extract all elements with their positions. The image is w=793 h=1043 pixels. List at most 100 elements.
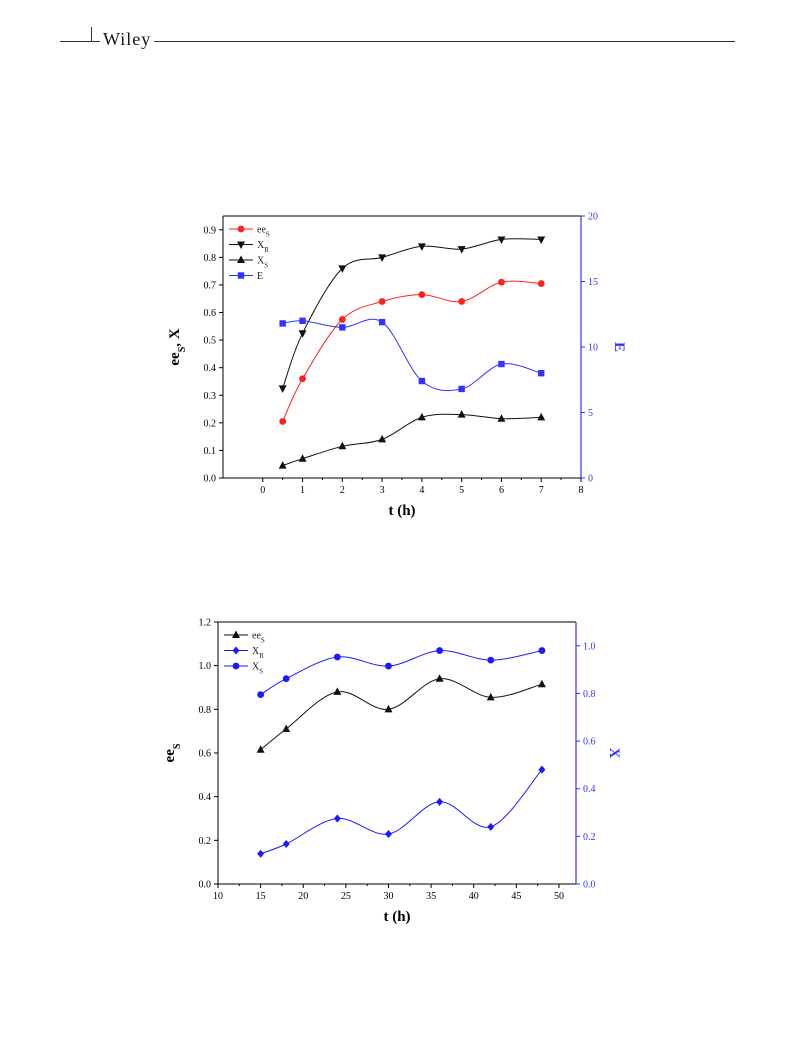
- chart1-x-tick-label: 7: [539, 485, 544, 496]
- chart2-series-1-point: [333, 814, 341, 823]
- chart2-x-tick-label: 15: [256, 891, 266, 902]
- chart2-series-1-line: [260, 769, 543, 855]
- chart1-x-tick-label: 1: [300, 485, 305, 496]
- chart2-legend-label: eeS: [252, 631, 265, 645]
- chart1-series-1-point: [457, 246, 466, 254]
- chart1-legend-marker: [237, 255, 245, 263]
- chart2-legend-marker: [232, 646, 240, 655]
- chart2-series-0-point: [282, 724, 291, 732]
- chart2-y-tick-label: 0.8: [199, 705, 212, 716]
- chart2-series-0-point: [256, 745, 265, 753]
- chart2-series-2-point: [538, 647, 546, 654]
- chart1-series-2-point: [338, 441, 347, 450]
- chart1-series-1-point: [378, 254, 387, 262]
- chart1-y2-tick-label: 0: [588, 474, 593, 485]
- chart2-x-tick-label: 35: [426, 891, 436, 902]
- chart1-x-tick-label: 2: [340, 485, 345, 496]
- chart2-series-1-point: [257, 849, 265, 858]
- chart1-legend-marker: [237, 272, 245, 279]
- publisher-logo: Wiley: [100, 29, 155, 50]
- chart2-x-tick-label: 25: [341, 891, 351, 902]
- chart1-y-tick-label: 0.0: [204, 474, 217, 485]
- chart2-y-tick-label: 1.2: [199, 618, 212, 629]
- chart1-series-2-point: [378, 434, 387, 443]
- chart2-y-tick-label: 0.4: [199, 792, 212, 803]
- chart1-series-1-point: [278, 385, 287, 393]
- chart2-series-2-point: [487, 656, 495, 664]
- chart1-series-0-point: [458, 298, 466, 305]
- chart1-x-tick-label: 4: [419, 485, 424, 496]
- chart2-series-2-point: [385, 662, 392, 670]
- chart2-y2-tick-label: 0.4: [583, 784, 596, 795]
- chart2-y2-tick-label: 0.0: [583, 880, 596, 891]
- header-rule: [60, 41, 735, 42]
- chart1-series-3-point: [339, 324, 346, 331]
- chart2-y2-tick-label: 1.0: [583, 641, 596, 652]
- chart2-y-axis-title: eeS: [162, 743, 183, 762]
- chart2-series-2-point: [333, 653, 341, 661]
- chart2-x-tick-label: 45: [511, 891, 521, 902]
- chart1-series-1-point: [497, 236, 506, 244]
- chart1-series-0-point: [378, 298, 386, 305]
- chart1-y-tick-label: 0.8: [204, 253, 217, 264]
- header-tick: [91, 27, 92, 41]
- chart1-y-tick-label: 0.7: [204, 280, 217, 291]
- chart2-series-0-point: [333, 687, 342, 695]
- chart1-y-tick-label: 0.4: [204, 363, 217, 374]
- chart1-series-0-point: [418, 291, 426, 298]
- chart1-legend-label: E: [257, 271, 263, 282]
- chart2-series-2-point: [282, 675, 290, 683]
- chart2-series-1-point: [436, 797, 444, 806]
- chart2-series-0-point: [537, 679, 546, 688]
- chart1-x-axis-title: t (h): [388, 503, 415, 519]
- chart2-series-1-point: [487, 822, 495, 831]
- chart1-series-0-point: [279, 418, 287, 425]
- chart1-series-3-point: [498, 360, 505, 368]
- chart1-series-1-point: [417, 243, 426, 251]
- chart2-series-2-point: [436, 647, 444, 654]
- chart1-y2-axis-title: E: [611, 342, 627, 352]
- chart2-series-2-line: [260, 650, 542, 696]
- chart2-legend-marker: [232, 630, 240, 638]
- chart1-series-3-point: [279, 320, 286, 327]
- chart1-legend-label: eeS: [257, 225, 270, 239]
- chart1-y-tick-label: 0.5: [204, 336, 217, 347]
- chart2-series-0-point: [486, 692, 495, 701]
- chart1-legend-label: XS: [257, 256, 268, 270]
- chart1-series-3-point: [538, 370, 545, 377]
- chart2-x-tick-label: 50: [554, 891, 564, 902]
- chart1-y-tick-label: 0.9: [204, 225, 217, 236]
- chart1-series-1-point: [537, 236, 546, 244]
- chart2-y-tick-label: 0.6: [199, 749, 212, 760]
- chart1-series-3-point: [299, 317, 306, 324]
- chart2-series-0-line: [260, 678, 543, 751]
- chart1-series-2-point: [278, 461, 287, 469]
- chart2-series-1-point: [384, 829, 392, 838]
- chart2-y2-tick-label: 0.6: [583, 737, 596, 748]
- chart1-series-2-point: [537, 412, 546, 421]
- chart1-x-tick-label: 3: [380, 485, 385, 496]
- chart2-legend-label: XR: [252, 646, 264, 660]
- chart1-y-axis-title: eeS, X: [167, 328, 188, 365]
- chart1-series-3-point: [378, 318, 386, 326]
- chart2-legend-marker: [232, 662, 240, 670]
- chart1-y2-tick-label: 20: [588, 212, 598, 223]
- chart1-x-tick-label: 6: [499, 485, 504, 496]
- chart1-x-tick-label: 8: [579, 485, 584, 496]
- chart1-y-tick-label: 0.6: [204, 308, 217, 319]
- chart1-series-2-point: [457, 410, 466, 418]
- chart1-series-2-line: [282, 413, 542, 467]
- chart1-x-tick-label: 0: [260, 485, 265, 496]
- chart1-y2-tick-label: 5: [588, 408, 593, 419]
- chart2-x-tick-label: 30: [383, 891, 393, 902]
- chart2-x-axis-title: t (h): [383, 909, 410, 925]
- chart2-y-tick-label: 1.0: [199, 661, 212, 672]
- chart2-y-tick-label: 0.0: [199, 880, 212, 891]
- chart1-series-3-point: [418, 377, 426, 385]
- chart2-x-tick-label: 20: [298, 891, 308, 902]
- chart2-series-0-point: [435, 674, 444, 682]
- chart1-series-1-point: [298, 330, 307, 338]
- chart2-y-tick-label: 0.2: [199, 836, 212, 847]
